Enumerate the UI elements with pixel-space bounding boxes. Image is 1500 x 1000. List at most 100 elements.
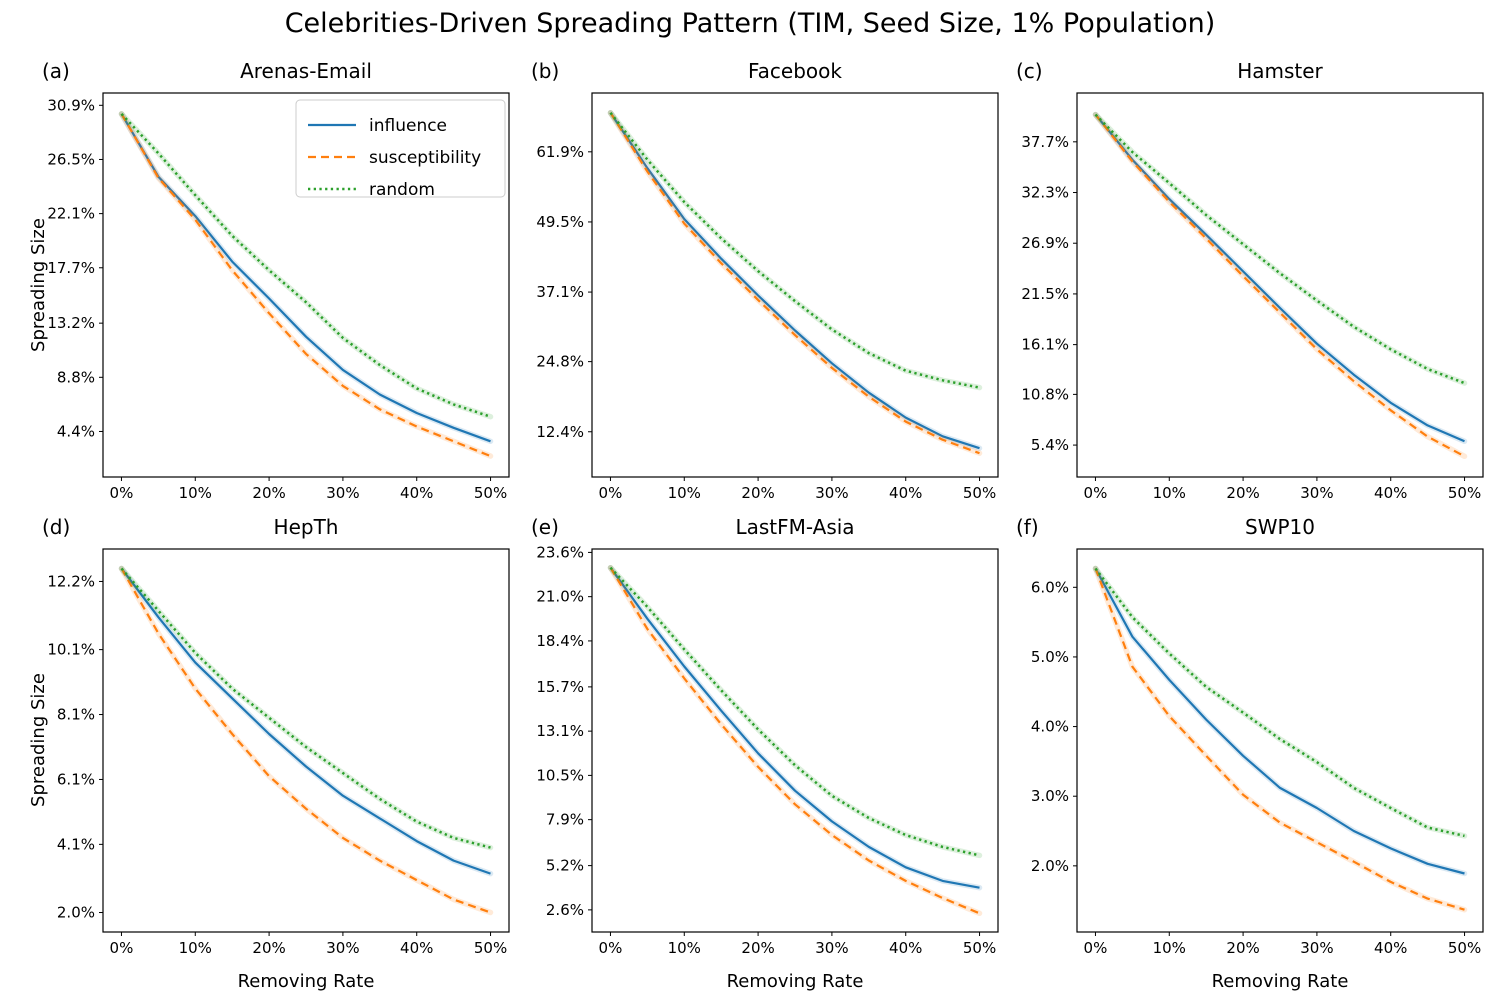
- random-band: [1092, 111, 1468, 386]
- y-tick-label: 15.7%: [536, 678, 584, 696]
- y-tick-label: 5.4%: [1031, 436, 1069, 454]
- x-tick-label: 10%: [179, 939, 212, 957]
- plot-frame: [102, 92, 510, 478]
- x-tick-label: 20%: [252, 939, 285, 957]
- x-tick-label: 10%: [1153, 939, 1186, 957]
- legend-label-influence: influence: [369, 116, 447, 136]
- y-tick-label: 3.0%: [1031, 787, 1069, 805]
- y-tick-label: 23.6%: [536, 543, 584, 561]
- y-tick-label: 8.8%: [57, 368, 95, 386]
- figure-title: Celebrities-Driven Spreading Pattern (TI…: [284, 8, 1216, 39]
- x-tick-label: 40%: [1374, 484, 1407, 502]
- panel-tag: (b): [531, 59, 560, 83]
- y-tick-label: 2.0%: [57, 904, 95, 922]
- y-tick-label: 17.7%: [47, 259, 95, 277]
- x-tick-label: 30%: [815, 939, 848, 957]
- subplot-d-canvas: Spreading Size Removing Rate 12.2% 10.1% 8…: [28, 548, 510, 992]
- y-tick-label: 26.9%: [1021, 234, 1069, 252]
- subplot-e-canvas: Removing Rate 23.6% 21.0% 18.4% 15.7% 13.1% 1…: [536, 543, 999, 992]
- y-tick-label: 18.4%: [536, 632, 584, 650]
- subplot-f: Removing Rate 6.0% 5.0% 4.0% 3.0% 2.0% 0% 10% 2…: [1002, 511, 1492, 1000]
- y-tick-label: 13.2%: [47, 314, 95, 332]
- panel-title: SWP10: [1245, 515, 1315, 539]
- x-tick-label: 40%: [1374, 939, 1407, 957]
- legend-label-random: random: [369, 180, 435, 200]
- x-tick-label: 0%: [599, 484, 623, 502]
- panel-tag: (c): [1016, 59, 1043, 83]
- susceptibility-line: [1094, 568, 1465, 911]
- legend-label-susceptibility: susceptibility: [369, 148, 481, 168]
- random-line: [1094, 113, 1465, 385]
- y-tick-label: 5.0%: [1031, 648, 1069, 666]
- x-tick-label: 20%: [252, 484, 285, 502]
- y-tick-label: 12.2%: [47, 572, 95, 590]
- x-tick-label: 20%: [741, 484, 774, 502]
- x-tick-label: 30%: [326, 484, 359, 502]
- subplot-c: 37.7% 32.3% 26.9% 21.5% 16.1% 10.8% 5.4% 0% 10% 2…: [1002, 55, 1492, 511]
- susceptibility-line: [120, 567, 491, 914]
- random-line: [1094, 567, 1465, 838]
- random-band: [607, 564, 983, 859]
- influence-line: [609, 112, 980, 450]
- x-tick-label: 50%: [1448, 484, 1481, 502]
- random-line: [609, 112, 980, 389]
- x-tick-label: 10%: [1153, 484, 1186, 502]
- influence-band: [607, 110, 983, 451]
- x-tick-label: 50%: [1448, 939, 1481, 957]
- x-tick-label: 0%: [110, 484, 134, 502]
- y-tick-label: 37.1%: [536, 283, 584, 301]
- subplot-f-canvas: Removing Rate 6.0% 5.0% 4.0% 3.0% 2.0% 0% 10% 2…: [1031, 548, 1484, 992]
- influence-line: [1094, 113, 1465, 443]
- susceptibility-band: [607, 110, 983, 456]
- x-tick-label: 40%: [400, 939, 433, 957]
- y-tick-label: 10.5%: [536, 766, 584, 784]
- y-axis-label: Spreading Size: [28, 673, 49, 807]
- y-tick-label: 2.6%: [546, 901, 584, 919]
- plot-frame: [1076, 548, 1484, 933]
- x-tick-label: 40%: [889, 484, 922, 502]
- y-tick-label: 8.1%: [57, 706, 95, 724]
- x-tick-label: 0%: [110, 939, 134, 957]
- y-tick-label: 13.1%: [536, 722, 584, 740]
- influence-line: [609, 567, 980, 889]
- subplot-c-canvas: 37.7% 32.3% 26.9% 21.5% 16.1% 10.8% 5.4% 0% 10% 2…: [1021, 92, 1484, 502]
- panel-tag: (e): [531, 515, 559, 539]
- random-line: [120, 113, 491, 418]
- y-tick-label: 4.0%: [1031, 718, 1069, 736]
- subplot-a: Spreading Size 30.9% 26.5% 22.1% 17.7% 13.2%…: [28, 55, 518, 511]
- y-tick-label: 6.1%: [57, 770, 95, 788]
- x-tick-label: 30%: [326, 939, 359, 957]
- plot-frame: [1076, 92, 1484, 478]
- y-tick-label: 6.0%: [1031, 578, 1069, 596]
- x-tick-label: 40%: [400, 484, 433, 502]
- y-tick-label: 7.9%: [546, 811, 584, 829]
- y-tick-label: 2.0%: [1031, 857, 1069, 875]
- panel-tag: (d): [42, 515, 71, 539]
- panel-tag: (f): [1016, 515, 1039, 539]
- random-line: [120, 567, 491, 849]
- x-tick-label: 10%: [668, 484, 701, 502]
- x-tick-label: 10%: [179, 484, 212, 502]
- influence-line: [120, 113, 491, 443]
- x-tick-label: 50%: [963, 939, 996, 957]
- influence-line: [120, 567, 491, 875]
- y-tick-label: 61.9%: [536, 143, 584, 161]
- influence-band: [1092, 565, 1468, 877]
- influence-line: [1094, 567, 1465, 875]
- x-tick-label: 40%: [889, 939, 922, 957]
- y-tick-label: 26.5%: [47, 150, 95, 168]
- y-axis-label: Spreading Size: [28, 218, 49, 352]
- x-tick-label: 50%: [963, 484, 996, 502]
- y-tick-label: 32.3%: [1021, 184, 1069, 202]
- y-tick-label: 4.1%: [57, 835, 95, 853]
- subplot-b: 61.9% 49.5% 37.1% 24.8% 12.4% 0% 10% 20% 30% 40% 5…: [517, 55, 1007, 511]
- plot-frame: [102, 548, 510, 933]
- susceptibility-band: [607, 564, 983, 917]
- plot-frame: [591, 92, 999, 478]
- x-tick-label: 30%: [1300, 939, 1333, 957]
- x-tick-label: 30%: [1300, 484, 1333, 502]
- x-tick-label: 10%: [668, 939, 701, 957]
- y-tick-label: 37.7%: [1021, 133, 1069, 151]
- x-tick-label: 50%: [474, 484, 507, 502]
